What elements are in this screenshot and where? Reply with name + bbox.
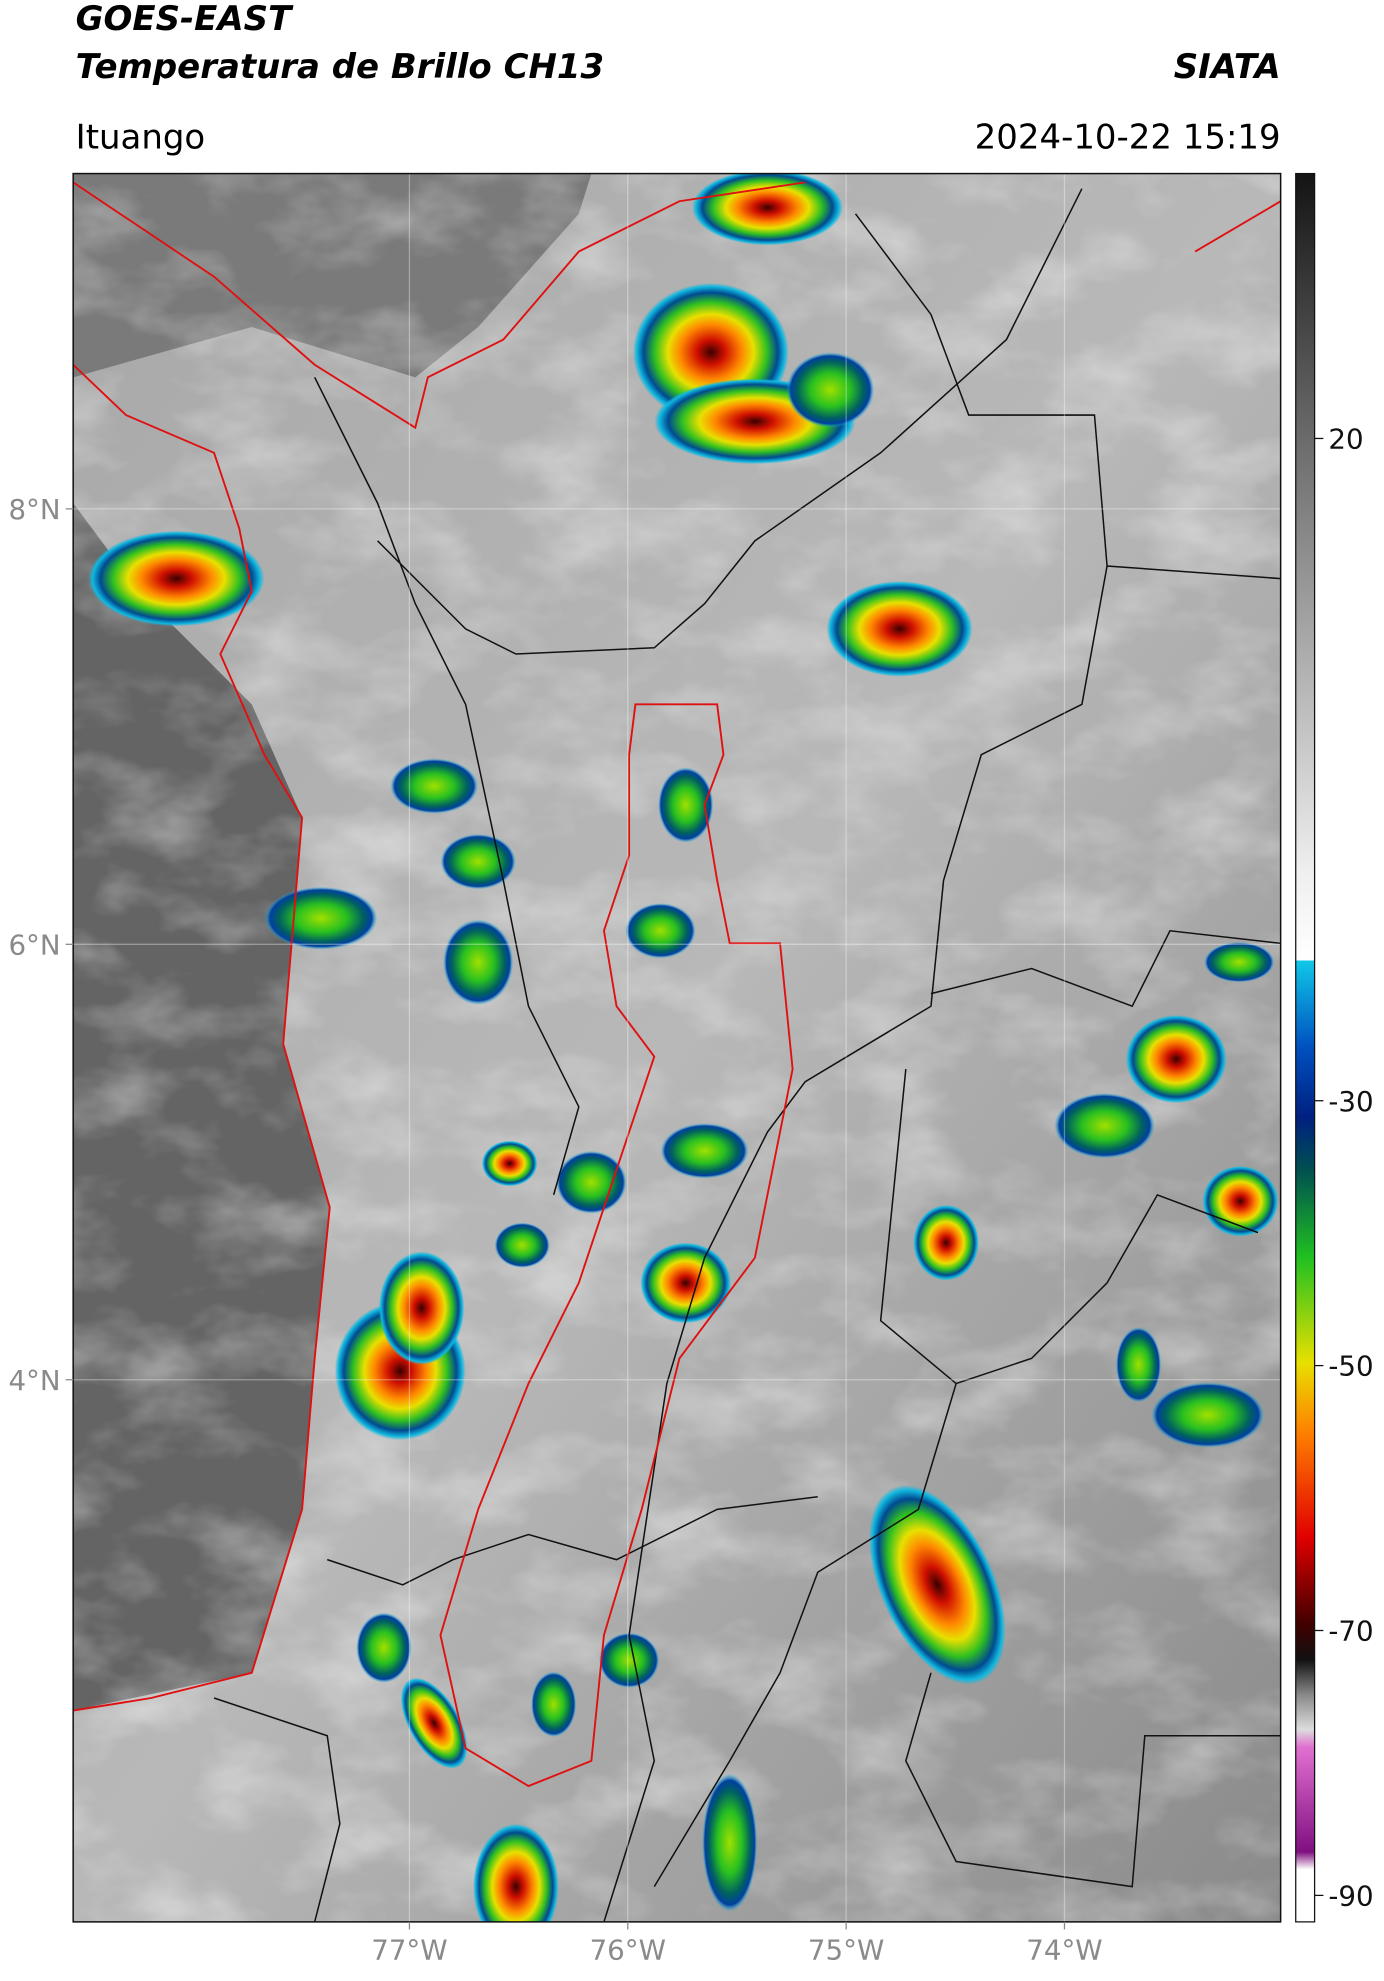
storm-cell [400,1677,468,1769]
map-image [73,173,1281,1922]
boundary [879,1069,1259,1385]
weak-cell [442,919,514,1005]
title: GOES-EAST [76,0,294,39]
weak-cell [1115,1326,1162,1403]
colorbar-tick-label: -70 [1328,1615,1373,1648]
boundary [327,1496,818,1586]
y-tick-label: 6°N [8,928,60,961]
weak-cell [390,758,479,814]
weak-cell [1203,942,1275,983]
weak-cell [440,833,516,890]
storm-cell [868,1484,1006,1685]
storm-cell [913,1204,979,1281]
colorbar-tick-label: 20 [1328,423,1363,456]
x-tick-label: 77°W [371,1934,447,1967]
storm-cell [826,581,973,677]
organization: SIATA [1174,47,1281,87]
red-outlines [73,181,1281,1788]
datetime: 2024-10-22 15:19 [975,117,1281,157]
x-tick-label: 75°W [808,1934,884,1967]
weak-cell [625,903,696,959]
map-frame [72,172,1282,1923]
boundary [603,565,1108,1922]
storm-cell [88,530,265,627]
storm-cell [481,1140,538,1187]
weak-cell [264,886,378,950]
boundaries [213,188,1281,1922]
x-tick-label: 76°W [590,1934,666,1967]
weak-cell [598,1632,660,1688]
coastline [73,181,806,430]
region-outline [439,703,794,1788]
boundary [313,376,580,1196]
storm-cell [692,173,843,246]
boundary [653,1383,957,1888]
colorbar-tick-label: -50 [1328,1350,1373,1383]
colorbar-tick-label: -30 [1328,1085,1373,1118]
boundary [930,929,1281,1008]
y-tick-label: 4°N [8,1364,60,1397]
cloud-texture [73,173,1281,1922]
storm-cells [88,173,1279,1922]
boundary [377,188,1083,655]
weak-cell [556,1150,627,1214]
weak-cell [356,1612,412,1683]
weak-cell [1151,1382,1265,1448]
colorbar [1295,172,1316,1923]
colorbar-tick-label: -90 [1328,1879,1373,1912]
boundary [213,1697,341,1922]
y-tick-label: 8°N [8,493,60,526]
boundary [854,213,1281,580]
storm-cell [473,1823,559,1922]
storm-cell [378,1251,465,1365]
storm-cell [640,1242,731,1324]
coastline [73,364,331,1712]
weak-cell [1054,1093,1155,1159]
storm-cell [1125,1015,1227,1104]
weak-cell [658,767,714,843]
boundary [905,1672,1281,1888]
location: Ituango [76,117,206,157]
gridlines [73,173,1281,1922]
coastline [1194,200,1281,253]
weak-cell [702,1773,758,1912]
weak-cell [494,1222,550,1268]
weak-cell [531,1671,577,1737]
weak-cell [660,1123,749,1179]
subtitle: Temperatura de Brillo CH13 [76,47,604,87]
x-tick-label: 74°W [1026,1934,1102,1967]
weak-cell [786,352,875,428]
